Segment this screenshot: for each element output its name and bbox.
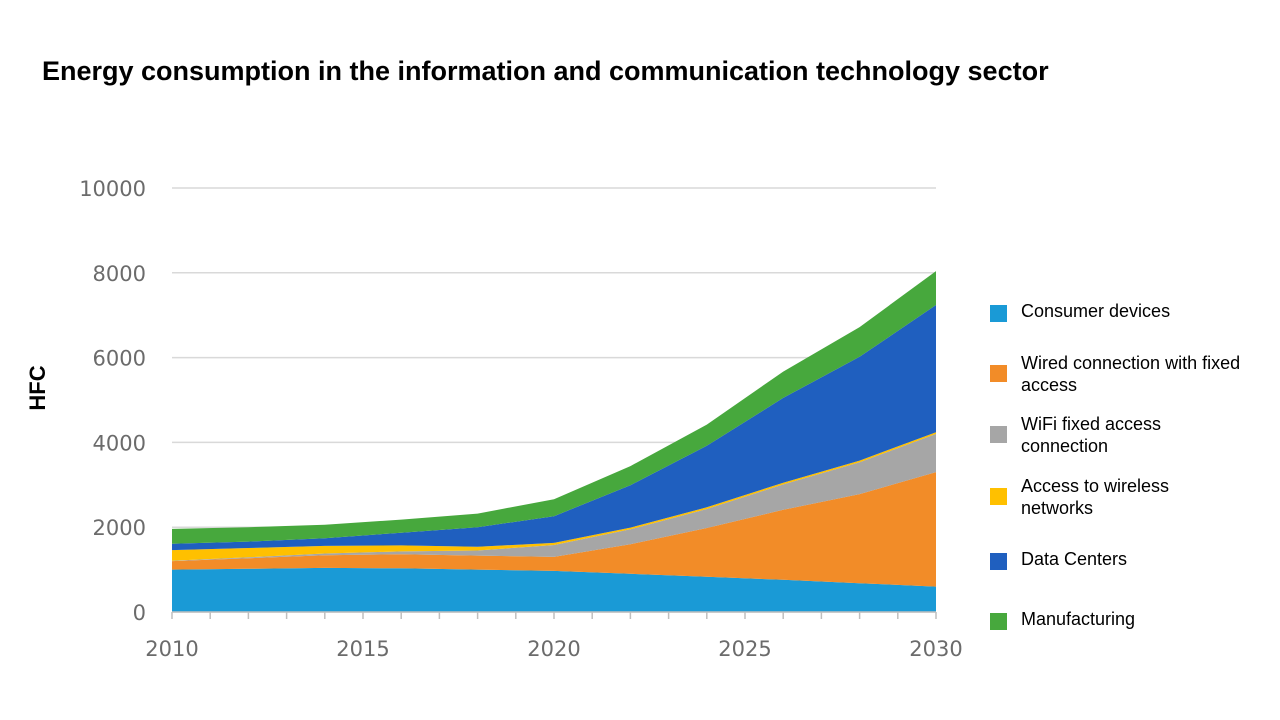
legend-swatch-wired-connection (990, 365, 1007, 382)
y-axis-label: HFC (25, 365, 50, 410)
legend-label: Consumer devices (1021, 301, 1171, 321)
area-data-centers (172, 305, 936, 551)
legend-item-manufacturing: Manufacturing (990, 608, 1241, 630)
legend-label: Data Centers (1021, 549, 1128, 569)
legend-item-wired-connection: Wired connection with fixed access (990, 352, 1241, 396)
legend-item-consumer-devices: Consumer devices (990, 300, 1241, 322)
y-tick-label: 10000 (79, 177, 146, 201)
y-tick-label: 2000 (93, 516, 146, 540)
x-tick-label: 2010 (145, 637, 198, 661)
y-axis-ticks: 0 2000 4000 6000 8000 10000 (79, 177, 146, 625)
legend-item-wifi-fixed-access: WiFi fixed access connection (990, 413, 1241, 457)
x-tick-label: 2025 (718, 637, 771, 661)
legend-label: Manufacturing (1021, 609, 1136, 629)
legend-swatch-wifi-fixed-access (990, 426, 1007, 443)
y-tick-label: 4000 (93, 431, 146, 455)
x-tick-label: 2030 (909, 637, 962, 661)
legend-item-wireless-networks: Access to wireless networks (990, 475, 1241, 519)
legend-swatch-data-centers (990, 553, 1007, 570)
y-tick-label: 8000 (93, 262, 146, 286)
legend-label: Wired connection with fixed access (1021, 353, 1241, 395)
legend-swatch-wireless-networks (990, 488, 1007, 505)
area-consumer-devices (172, 567, 936, 612)
area-wired-connection-with-fixed-access (172, 472, 936, 587)
area-wifi-fixed-access-connection (172, 433, 936, 562)
legend-swatch-consumer-devices (990, 305, 1007, 322)
legend-label: WiFi fixed access connection (1021, 414, 1162, 456)
legend-label: Access to wireless networks (1021, 476, 1170, 518)
chart-title: Energy consumption in the information an… (42, 56, 1049, 86)
area-layer (172, 271, 936, 612)
legend-item-data-centers: Data Centers (990, 548, 1241, 570)
y-tick-label: 0 (133, 601, 146, 625)
x-axis-ticks: 2010 2015 2020 2025 2030 (145, 611, 963, 661)
y-tick-label: 6000 (93, 347, 146, 371)
x-tick-label: 2015 (336, 637, 389, 661)
x-tick-label: 2020 (527, 637, 580, 661)
legend-swatch-manufacturing (990, 613, 1007, 630)
